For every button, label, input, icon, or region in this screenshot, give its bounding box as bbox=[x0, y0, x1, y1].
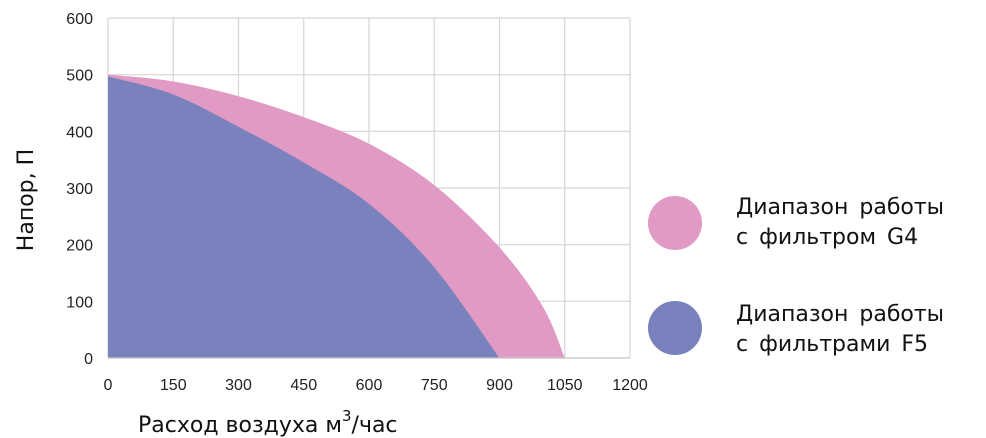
x-tick-label-2: 300 bbox=[225, 377, 252, 394]
y-tick-label-4: 400 bbox=[66, 124, 93, 141]
area-series-f5 bbox=[108, 76, 500, 358]
x-axis-title-main: Расход воздуха м bbox=[138, 413, 342, 438]
x-axis-title: Расход воздуха м3/час bbox=[138, 407, 398, 438]
x-tick-label-0: 0 bbox=[104, 377, 113, 394]
legend-swatch-g4 bbox=[648, 196, 702, 250]
legend-label-f5-line2: с фильтрами F5 bbox=[736, 332, 929, 357]
y-tick-label-6: 600 bbox=[66, 11, 93, 28]
x-tick-label-5: 750 bbox=[421, 377, 448, 394]
x-tick-label-3: 450 bbox=[290, 377, 317, 394]
legend-label-g4-line2: с фильтром G4 bbox=[736, 225, 919, 250]
legend-label-g4-line1: Диапазон работы bbox=[736, 195, 945, 220]
legend-item-g4: Диапазон работы с фильтром G4 bbox=[648, 193, 978, 273]
x-tick-labels: 0 150 300 450 600 750 900 1050 1200 bbox=[104, 377, 648, 394]
x-axis-title-sup: 3 bbox=[342, 407, 352, 425]
y-tick-labels: 0 100 200 300 400 500 600 bbox=[66, 11, 93, 368]
data-areas bbox=[108, 74, 630, 359]
y-tick-label-5: 500 bbox=[66, 68, 93, 85]
x-tick-label-1: 150 bbox=[160, 377, 187, 394]
legend-label-f5-line1: Диапазон работы bbox=[736, 302, 945, 327]
y-tick-label-1: 100 bbox=[66, 294, 93, 311]
x-tick-label-7: 1050 bbox=[547, 377, 583, 394]
legend-label-f5: Диапазон работы с фильтрами F5 bbox=[736, 300, 944, 360]
legend-item-f5: Диапазон работы с фильтрами F5 bbox=[648, 300, 978, 380]
y-tick-label-0: 0 bbox=[84, 351, 93, 368]
legend-label-g4: Диапазон работы с фильтром G4 bbox=[736, 193, 944, 253]
legend-swatch-f5 bbox=[648, 301, 702, 355]
x-tick-label-8: 1200 bbox=[612, 377, 648, 394]
x-tick-label-4: 600 bbox=[356, 377, 383, 394]
x-axis-title-suffix: /час bbox=[352, 413, 398, 438]
y-tick-label-2: 200 bbox=[66, 238, 93, 255]
y-tick-label-3: 300 bbox=[66, 181, 93, 198]
x-tick-label-6: 900 bbox=[486, 377, 513, 394]
y-axis-title: Напор, П bbox=[14, 149, 39, 251]
